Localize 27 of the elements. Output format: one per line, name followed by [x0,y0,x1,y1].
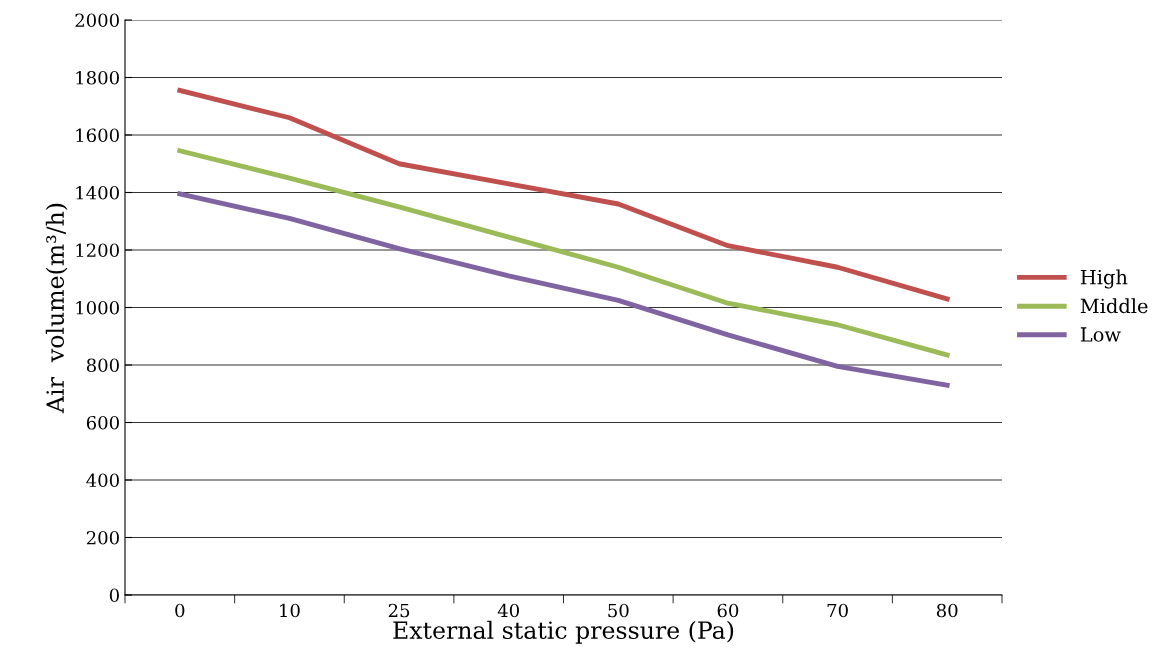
y-tick-label: 2000 [75,13,119,28]
x-axis-title: External static pressure (Pa) [393,620,734,644]
legend-label: High [1080,269,1128,289]
y-tick-label: 1200 [76,243,119,258]
y-axis-title: Air volume(m³/h) [45,203,68,414]
y-tick-label: 1600 [76,128,119,143]
x-tick-label: 60 [717,603,739,618]
line-series [177,191,950,388]
legend-label: Low [1080,327,1121,342]
x-tick-label: 50 [608,603,629,618]
y-tick-label: 0 [109,588,119,603]
x-tick-label: 0 [175,603,185,618]
y-tick-label: 1000 [76,300,119,315]
y-tick-label: 600 [86,415,119,430]
line-series [177,88,950,302]
y-tick-label: 1400 [76,185,119,200]
x-tick-label: 25 [388,603,410,618]
y-tick-label: 400 [86,473,119,488]
x-tick-label: 80 [936,603,958,618]
x-tick-label: 40 [497,603,519,618]
x-tick-label: 10 [280,603,300,618]
y-tick-label: 1800 [76,70,119,85]
y-tick-label: 800 [86,358,119,373]
legend-label: Middle [1080,298,1148,314]
y-tick-label: 200 [86,530,119,545]
x-tick-label: 70 [827,603,848,618]
line-series [177,148,950,358]
